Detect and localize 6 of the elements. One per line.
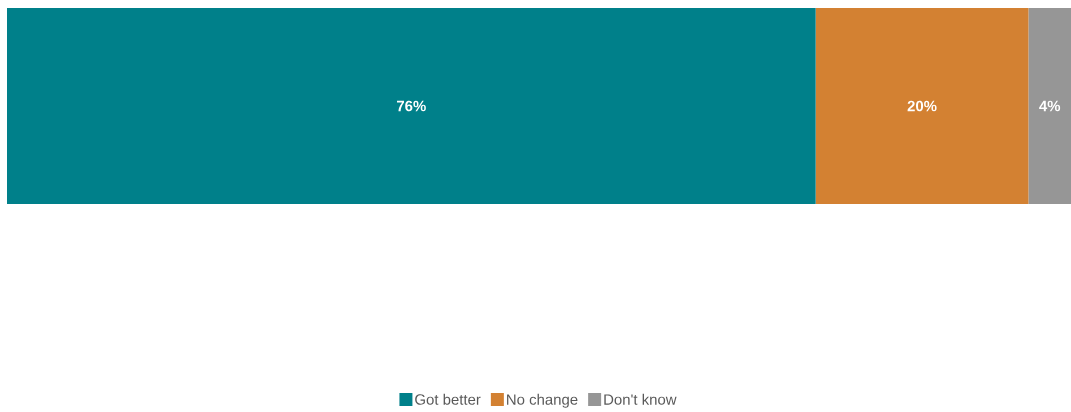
data-label: 20% <box>907 100 937 112</box>
data-label: 76% <box>397 100 426 112</box>
legend-label: Don't know <box>604 393 677 405</box>
legend-label: No change <box>507 393 578 408</box>
legend-label: Got better <box>415 393 481 405</box>
data-label: 4% <box>1039 100 1061 112</box>
